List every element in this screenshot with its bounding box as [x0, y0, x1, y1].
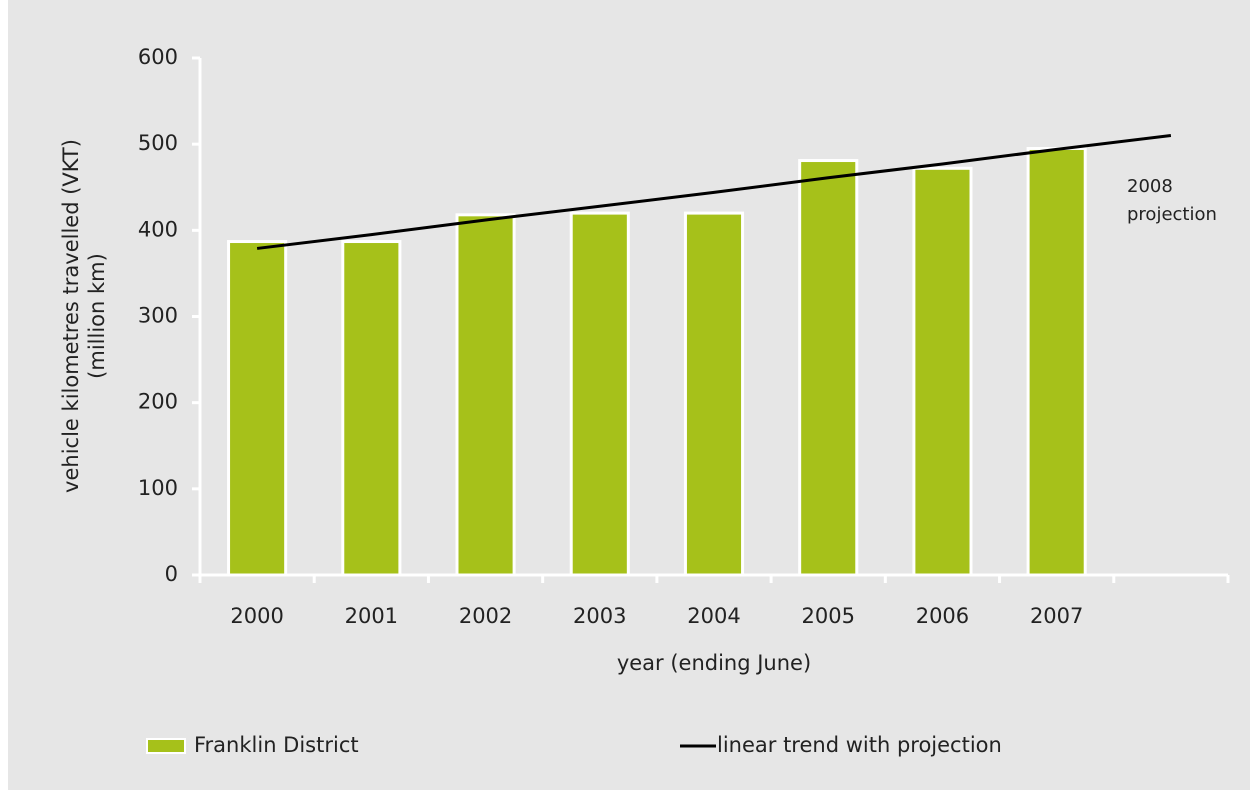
y-axis-label: vehicle kilometres travelled (VKT) (mill… [59, 139, 109, 493]
y-axis-label-line: vehicle kilometres travelled (VKT) [59, 139, 83, 493]
x-tick-label: 2003 [573, 604, 626, 628]
x-tick-label: 2005 [801, 604, 854, 628]
x-tick-label: 2001 [345, 604, 398, 628]
legend-label: linear trend with projection [717, 733, 1002, 757]
y-tick-label: 500 [138, 131, 178, 155]
x-tick-label: 2006 [916, 604, 969, 628]
bar [569, 211, 630, 577]
bar [912, 166, 973, 577]
x-tick-label: 2007 [1030, 604, 1083, 628]
legend-label: Franklin District [194, 733, 359, 757]
y-tick-label: 600 [138, 45, 178, 69]
bar [1026, 146, 1087, 577]
bar [683, 211, 745, 577]
trend-line [256, 134, 1172, 250]
y-tick-label: 200 [138, 390, 178, 414]
x-tick-label: 2000 [230, 604, 283, 628]
bar [798, 159, 859, 577]
x-tick-label: 2002 [459, 604, 512, 628]
y-tick-label: 300 [138, 304, 178, 328]
y-tick-label: 0 [165, 562, 178, 586]
annotation: projection [1127, 204, 1217, 225]
legend-swatch [146, 738, 186, 754]
bar [341, 240, 402, 577]
x-axis-label: year (ending June) [617, 651, 811, 675]
y-tick-label: 100 [138, 476, 178, 500]
bar [455, 213, 516, 577]
bar [227, 240, 288, 577]
y-tick-label: 400 [138, 217, 178, 241]
y-axis-label-line: (million km) [85, 253, 109, 379]
annotation: 2008 [1127, 176, 1173, 197]
x-tick-label: 2004 [687, 604, 740, 628]
